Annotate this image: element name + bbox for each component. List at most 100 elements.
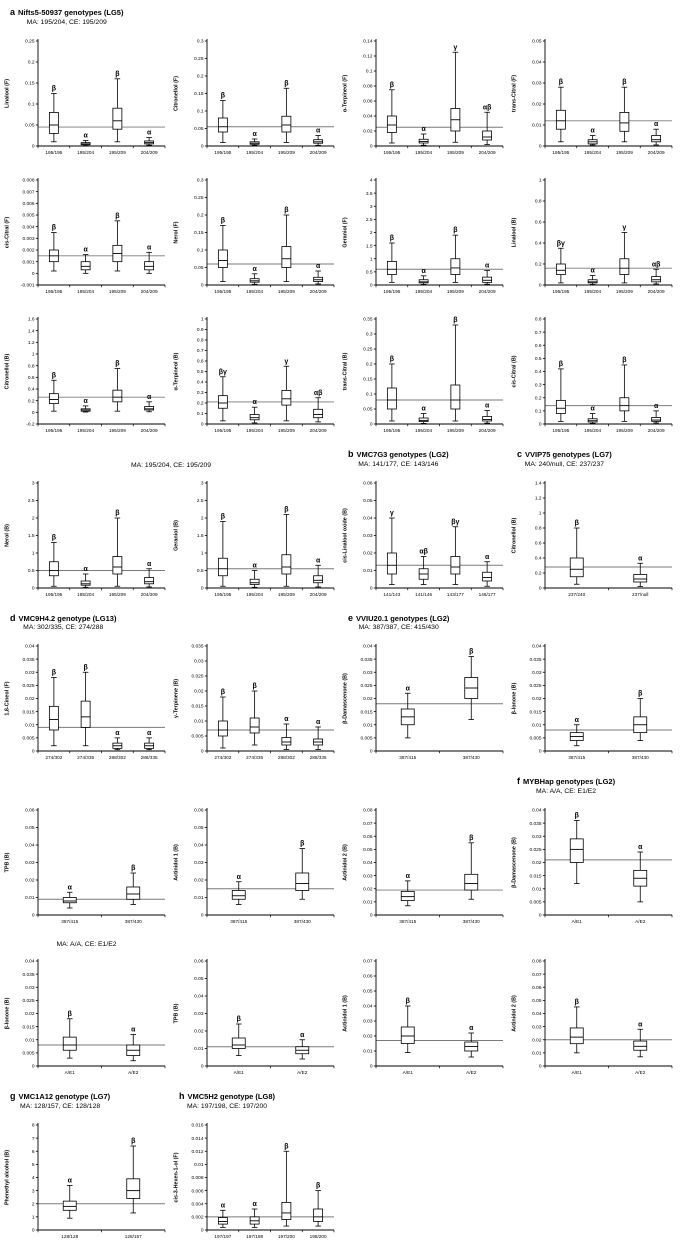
header-strip-row-6: f MYBHap genotypes (LG2) MA: A/A, CE: E1/E… bbox=[2, 773, 678, 798]
y-tick-label: 0 bbox=[201, 143, 204, 149]
significance-letter: β bbox=[115, 71, 120, 78]
significance-letter: β bbox=[237, 1016, 242, 1023]
panel-id: d bbox=[10, 612, 16, 623]
box bbox=[62, 897, 77, 904]
box bbox=[281, 115, 292, 133]
box bbox=[313, 408, 324, 418]
y-tick-label: 0.4 bbox=[28, 386, 35, 392]
y-tick-label: 0.02 bbox=[194, 878, 204, 884]
x-category-label: 237/240 bbox=[568, 592, 585, 597]
x-category-label: 195/204 bbox=[584, 289, 601, 294]
y-tick-label: 1 bbox=[32, 550, 35, 556]
y-axis-label: trans-Citral (F) bbox=[512, 75, 518, 112]
panel-b-header-block: b VMC7G3 genotypes (LG2) MA: 141/177, CE: … bbox=[348, 449, 449, 469]
box bbox=[144, 405, 155, 411]
boxplot-e-damascenone-b: 0 0.005 0.01 0.015 0.02 0.025 0.03 0.035 0.04 β-D… bbox=[343, 644, 504, 760]
y-tick-label: 1 bbox=[201, 550, 204, 556]
y-tick-label: 7 bbox=[32, 1136, 35, 1142]
y-tick-label: 0 bbox=[370, 749, 373, 755]
significance-letter: α bbox=[147, 560, 152, 567]
significance-letter: α bbox=[316, 263, 321, 270]
y-axis-label: Nerol (F) bbox=[174, 221, 180, 243]
y-tick-label: 0.4 bbox=[535, 369, 542, 375]
box bbox=[482, 130, 493, 141]
panel-subtitle: MA: 141/177, CE: 143/146 bbox=[358, 460, 439, 468]
box bbox=[217, 249, 228, 268]
y-tick-label: 0.03 bbox=[194, 659, 204, 665]
y-tick-label: 0.06 bbox=[363, 98, 373, 104]
y-tick-label: 0.02 bbox=[363, 697, 373, 703]
significance-letter: β bbox=[559, 79, 564, 86]
y-tick-label: 0.25 bbox=[363, 346, 373, 352]
y-tick-label: 0.07 bbox=[363, 959, 373, 965]
y-tick-label: 0.01 bbox=[363, 900, 373, 906]
y-tick-label: 0.08 bbox=[363, 808, 373, 814]
y-tick-label: 3.5 bbox=[366, 191, 373, 197]
y-axis-label: α-Terpineol (B) bbox=[174, 352, 180, 390]
x-category-label: 195/209 bbox=[278, 289, 295, 294]
y-axis-label: cis-Citral (F) bbox=[5, 216, 11, 248]
x-category-label: 288/302 bbox=[109, 755, 126, 760]
y-tick-label: 0.01 bbox=[363, 1049, 373, 1055]
y-tick-label: 0.2 bbox=[197, 400, 204, 406]
x-category-label: 288/335 bbox=[141, 755, 158, 760]
x-category-label: 195/209 bbox=[447, 289, 464, 294]
box bbox=[386, 260, 397, 275]
x-category-label: 128/128 bbox=[61, 1234, 78, 1239]
x-category-label: A/E1 bbox=[403, 1070, 414, 1075]
y-tick-label: 0.15 bbox=[363, 376, 373, 382]
y-tick-label: 0.05 bbox=[194, 265, 204, 271]
y-tick-label: 1.6 bbox=[28, 316, 35, 322]
y-tick-label: 2.5 bbox=[197, 498, 204, 504]
y-tick-label: 0.008 bbox=[22, 177, 34, 183]
y-tick-label: 0.035 bbox=[360, 657, 372, 663]
y-tick-label: 0 bbox=[539, 143, 542, 149]
x-category-label: 143/177 bbox=[447, 592, 464, 597]
y-tick-label: 0.3 bbox=[366, 331, 373, 337]
x-category-label: 195/204 bbox=[246, 150, 263, 155]
box bbox=[418, 417, 429, 422]
panel-a-header: a Nifts5-50937 genotypes (LG5) MA: 195/204… bbox=[2, 4, 678, 29]
y-tick-label: 0.4 bbox=[197, 379, 204, 385]
y-tick-label: 0 bbox=[201, 421, 204, 427]
y-tick-label: 0.025 bbox=[22, 998, 34, 1004]
y-tick-label: 0 bbox=[370, 282, 373, 288]
y-tick-label: 1.4 bbox=[535, 480, 542, 486]
y-tick-label: 0.8 bbox=[535, 525, 542, 531]
boxplot-a-nerol-b: 0 0.5 1 1.5 2 2.5 3 Nerol (B) β 195/195 α 195/204 β 1… bbox=[5, 480, 166, 597]
y-tick-label: 0 bbox=[539, 282, 542, 288]
boxplot-e-actinidol-2-b: 0 0.01 0.02 0.03 0.04 0.05 0.06 0.07 0.08 Actinid… bbox=[343, 808, 504, 924]
y-tick-label: 0 bbox=[370, 585, 373, 591]
y-tick-label: 0.03 bbox=[25, 670, 35, 676]
box bbox=[400, 891, 415, 902]
y-tick-label: 0 bbox=[370, 913, 373, 919]
y-tick-label: 0 bbox=[32, 749, 35, 755]
y-tick-label: 0.25 bbox=[25, 38, 35, 44]
significance-letter: β bbox=[284, 506, 289, 513]
y-tick-label: 0 bbox=[201, 1228, 204, 1234]
x-category-label: 204/209 bbox=[648, 150, 665, 155]
x-category-label: 387/430 bbox=[463, 755, 480, 760]
x-category-label: 288/335 bbox=[310, 755, 327, 760]
x-category-label: A/E2 bbox=[128, 1070, 139, 1075]
y-tick-label: 0.003 bbox=[22, 236, 34, 242]
x-category-label: 387/415 bbox=[399, 919, 416, 924]
boxplot-e-actinidol-1-b: 0 0.01 0.02 0.03 0.04 0.05 0.06 Actinidol 1 (B)… bbox=[174, 808, 335, 924]
panel-a-header-block: a Nifts5-50937 genotypes (LG5) MA: 195/204… bbox=[10, 7, 123, 27]
y-tick-label: 0.05 bbox=[363, 498, 373, 504]
y-tick-label: 0.006 bbox=[22, 201, 34, 207]
box bbox=[386, 387, 397, 410]
significance-letter: α bbox=[469, 1025, 474, 1032]
box bbox=[144, 576, 155, 584]
y-tick-label: 0.03 bbox=[532, 80, 542, 86]
box bbox=[217, 557, 228, 576]
y-tick-label: 0.012 bbox=[191, 1149, 203, 1155]
y-tick-label: 0.04 bbox=[363, 644, 373, 650]
panel-subtitle-cell: MA: 195/204, CE: 195/209 bbox=[2, 458, 340, 470]
y-tick-label: 0.04 bbox=[363, 1004, 373, 1010]
y-tick-label: 0.02 bbox=[532, 101, 542, 107]
boxplot-g-phenethyl-alcohol-b: 0 1 2 3 4 5 6 7 8 Phenethyl alcohol (B) α 128/128 β 1… bbox=[5, 1123, 166, 1239]
y-axis-label: Phenethyl alcohol (B) bbox=[5, 1150, 11, 1205]
header-strip-row-1: a Nifts5-50937 genotypes (LG5) MA: 195/204… bbox=[2, 4, 678, 29]
